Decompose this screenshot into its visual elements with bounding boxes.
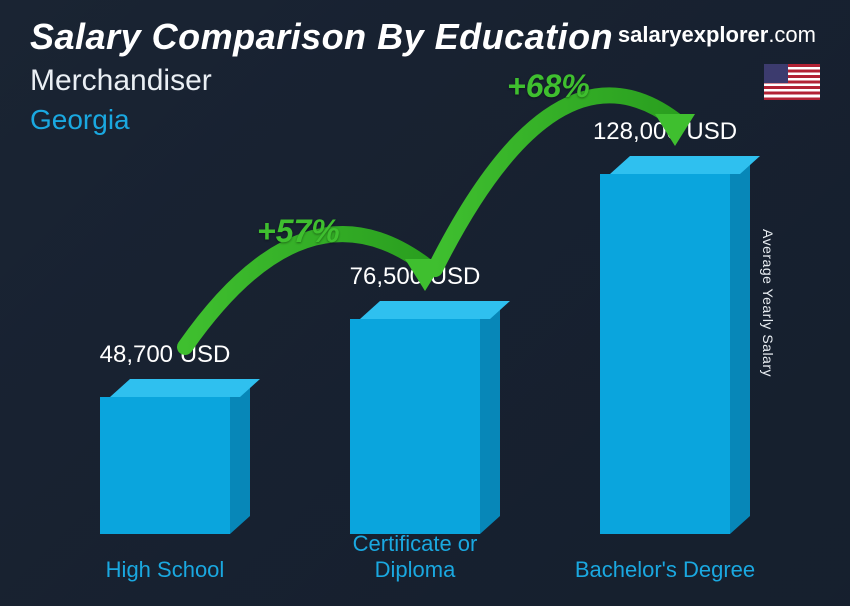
brand-logo: salaryexplorer.com [618, 22, 816, 48]
increase-percent: +68% [507, 68, 590, 105]
brand-name: salaryexplorer [618, 22, 768, 47]
flag-icon [764, 64, 820, 100]
brand-suffix: .com [768, 22, 816, 47]
increase-arrow [40, 140, 790, 590]
salary-bar-chart: 48,700 USDHigh School76,500 USDCertifica… [40, 140, 790, 582]
page-title: Salary Comparison By Education [30, 16, 613, 58]
